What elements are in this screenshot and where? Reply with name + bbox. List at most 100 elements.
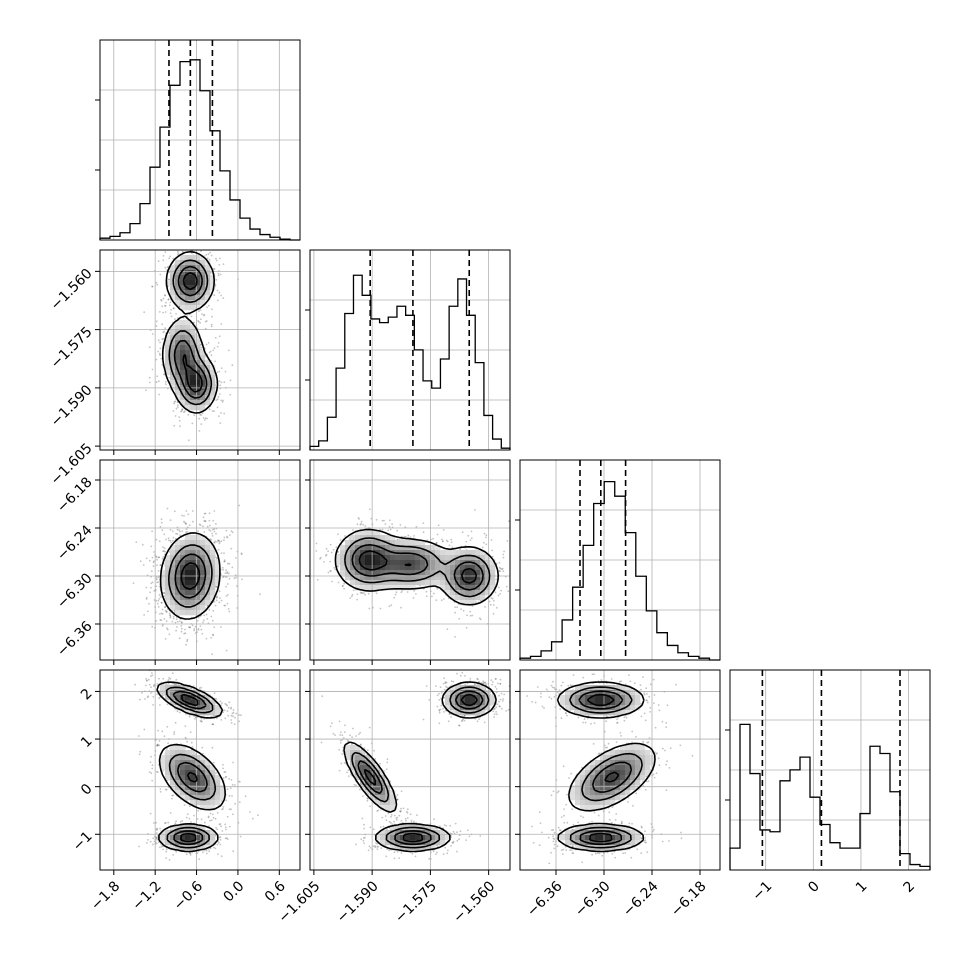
panel-0-1-point-1078 [202, 417, 205, 419]
panel-0-1-point-1028 [221, 401, 224, 403]
panel-1-2-cell-14-11 [365, 530, 371, 536]
panel-0-2-point-1123 [212, 519, 215, 522]
panel-0-2-point-523 [175, 629, 178, 632]
panel-0-1-point-613 [198, 310, 200, 313]
panel-1-2-cell-19-27 [445, 555, 451, 561]
panel-0-1-cell-30-19 [195, 400, 201, 406]
panel-0-1-point-320 [222, 263, 225, 265]
panel-1-2-point-1362 [450, 541, 453, 544]
panel-0-1-cell-24-22 [210, 370, 216, 376]
panel-1-2-point-29 [395, 591, 398, 594]
panel-0-1-point-608 [210, 325, 213, 328]
panel-0-2-point-73 [208, 512, 211, 515]
panel-0-1-point-641 [199, 321, 202, 324]
panel-0-2-point-309 [180, 630, 183, 633]
panel-0-2-point-1022 [164, 550, 167, 553]
panel-0-1-point-852 [180, 410, 182, 413]
panel-0-1-point-1065 [164, 381, 167, 383]
panel-0-1-cell-24-15 [175, 370, 181, 376]
panel-1-2-point-1266 [465, 626, 468, 629]
panel-0-1-point-116 [160, 299, 163, 302]
panel-0-1-cell-22-15 [175, 360, 181, 366]
panel-0-1-cell-21-16 [180, 355, 186, 361]
panel-0-1-point-570 [210, 323, 213, 326]
panel-0-1-cell-20-14 [170, 350, 176, 356]
panel-0-2-point-88 [179, 530, 182, 533]
panel-1-2-cell-18-31 [465, 550, 471, 556]
panel-0-1-point-298 [159, 273, 162, 276]
panel-0-1-point-49 [213, 268, 216, 270]
panel-0-2-point-492 [226, 583, 229, 585]
panel-1-2-cell-25-11 [365, 585, 371, 591]
panel-1-2-point-503 [412, 597, 415, 599]
panel-0-2-cell-19-18 [190, 555, 196, 561]
panel-0-1-point-522 [204, 327, 207, 330]
panel-1-2-point-1373 [469, 614, 472, 617]
panel-0-2-point-983 [185, 643, 188, 646]
panel-0-2-point-868 [223, 539, 225, 542]
panel-1-2-point-598 [387, 529, 390, 532]
panel-1-2-cell-19-20 [410, 555, 416, 561]
panel-0-1-cell-14-15 [175, 320, 181, 326]
panel-1-2-point-1229 [505, 585, 508, 588]
panel-0-2-point-34 [216, 596, 219, 598]
panel-1-2-point-333 [330, 570, 332, 572]
panel-0-1-cell-20-15 [175, 350, 181, 356]
panel-0-2-point-851 [187, 513, 190, 516]
panel-0-1-cell-26-15 [175, 380, 181, 386]
panel-1-2-point-180 [357, 517, 360, 519]
panel-0-2-point-644 [156, 558, 158, 561]
panel-0-2-point-568 [215, 532, 217, 535]
panel-0-1-cell-24-21 [205, 370, 211, 376]
panel-0-2-cell-24-18 [190, 580, 196, 586]
panel-0-1-cell-26-22 [210, 380, 216, 386]
panel-0-1-point-557 [205, 343, 208, 346]
panel-1-2-cell-19-18 [400, 555, 406, 561]
panel-0-2-cell-21-18 [190, 565, 196, 571]
panel-0-1-point-790 [165, 383, 167, 386]
panel-1-2-point-1160 [469, 610, 471, 613]
panel-0-2-point-909 [145, 586, 148, 589]
panel-0-2-point-296 [172, 615, 175, 618]
panel-0-2-point-63 [208, 519, 211, 522]
panel-1-2-point-1128 [498, 570, 501, 572]
panel-1-2-cell-18-27 [445, 550, 451, 556]
panel-1-2-point-1261 [454, 606, 456, 609]
panel-0-1-cell-30-16 [180, 400, 186, 406]
panel-1-2-point-41 [335, 546, 338, 549]
panel-0-1-cell-5-20 [200, 275, 206, 281]
panel-0-2-point-839 [209, 530, 212, 532]
panel-0-2-point-348 [179, 534, 182, 537]
panel-1-2-point-801 [458, 617, 461, 620]
panel-0-1-point-1097 [174, 400, 177, 403]
panel-0-3-point-88 [193, 718, 196, 720]
panel-0-1-cell-21-18 [190, 355, 196, 361]
panel-0-1-point-1252 [174, 415, 177, 417]
panel-0-1-point-757 [175, 407, 178, 410]
panel-0-2-cell-18-22 [210, 550, 216, 556]
panel-0-1-cell-17-13 [165, 335, 171, 341]
panel-0-2-point-1198 [211, 653, 214, 656]
panel-1-2-point-1390 [490, 539, 493, 541]
panel-0-3-point-18 [138, 698, 141, 701]
panel-0-1-point-1364 [199, 413, 202, 416]
panel-1-2-point-1093 [469, 539, 472, 541]
panel-1-2-cell-24-25 [435, 580, 441, 586]
panel-0-1-point-493 [162, 311, 165, 314]
panel-0-1-cell-31-19 [195, 405, 201, 411]
panel-1-2-point-112 [325, 547, 328, 550]
panel-0-2-point-549 [166, 628, 169, 631]
panel-0-2-cell-26-18 [190, 590, 196, 596]
panel-1-2-point-95 [391, 523, 393, 526]
panel-0-1-cell-9-19 [195, 295, 201, 301]
panel-1-2-cell-21-24 [430, 565, 436, 571]
panel-1-2-point-550 [425, 595, 428, 598]
panel-0-2-point-396 [163, 547, 166, 550]
panel-1-2-cell-21-16 [390, 565, 396, 571]
panel-0-1-cell-3-14 [170, 265, 176, 271]
panel-0-1-point-444 [165, 301, 167, 304]
panel-1-2-point-1290 [490, 597, 493, 599]
panel-1-2-cell-26-32 [470, 590, 476, 596]
panel-0-1-cell-5-14 [170, 275, 176, 281]
panel-0-1-point-1005 [223, 381, 226, 384]
